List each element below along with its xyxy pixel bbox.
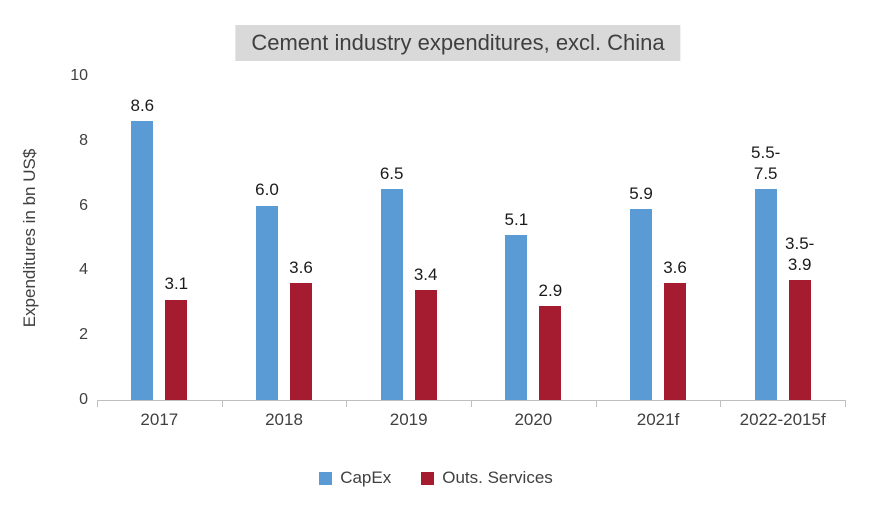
bar-group-2020: 5.1 2.9 xyxy=(471,76,596,400)
bar-value-label: 3.6 xyxy=(289,258,313,278)
bar-wrap: 3.4 xyxy=(413,76,438,400)
bar-group-2021f: 5.9 3.6 xyxy=(596,76,721,400)
bar-outs-services-2022-2015f xyxy=(788,280,811,400)
legend-item-outs-services: Outs. Services xyxy=(421,468,553,488)
bar-wrap: 3.6 xyxy=(289,76,313,400)
bar-wrap: 3.1 xyxy=(164,76,189,400)
bar-wrap: 5.1 xyxy=(504,76,529,400)
x-category-label-2020: 2020 xyxy=(514,410,553,429)
legend-label: Outs. Services xyxy=(442,468,553,487)
bar-wrap: 3.6 xyxy=(663,76,687,400)
bar-value-label: 3.5- 3.9 xyxy=(785,233,815,274)
x-axis-tick xyxy=(97,400,98,407)
bar-value-label: 3.6 xyxy=(663,258,687,278)
bar-value-label: 6.0 xyxy=(255,180,279,200)
bar-outs-services-2021f xyxy=(664,283,687,400)
bar-capex-2020 xyxy=(505,234,528,400)
bar-wrap: 5.9 xyxy=(629,76,653,400)
legend: CapEx Outs. Services xyxy=(0,468,872,488)
legend-swatch-icon xyxy=(319,471,333,485)
bar-group-2019: 6.5 3.4 xyxy=(346,76,471,400)
bar-value-label: 5.9 xyxy=(629,183,653,203)
legend-label: CapEx xyxy=(340,468,392,487)
y-tick-label: 0 xyxy=(79,391,88,408)
bar-capex-2017 xyxy=(131,121,154,400)
bar-group-2022-2015f: 5.5- 7.5 3.5- 3.9 xyxy=(720,76,845,400)
bar-wrap: 6.5 xyxy=(379,76,404,400)
bar-wrap: 8.6 xyxy=(130,76,155,400)
y-tick-label: 8 xyxy=(79,131,88,149)
x-axis-tick xyxy=(221,400,223,407)
y-tick-label: 6 xyxy=(79,196,88,214)
legend-item-capex: CapEx xyxy=(319,468,391,488)
y-tick-label: 2 xyxy=(79,326,88,344)
bar-group-2017: 8.6 3.1 xyxy=(97,76,222,400)
bar-capex-2019 xyxy=(380,189,403,400)
chart-title: Cement industry expenditures, excl. Chin… xyxy=(235,25,681,61)
bar-capex-2018 xyxy=(256,205,278,400)
bar-wrap: 3.5- 3.9 xyxy=(785,76,814,400)
bar-capex-2021f xyxy=(630,208,653,400)
bar-wrap: 5.5- 7.5 xyxy=(751,76,780,400)
legend-swatch-icon xyxy=(421,471,435,485)
x-axis-tick xyxy=(471,400,472,407)
x-category-label-2019: 2019 xyxy=(389,410,428,429)
bar-value-label: 3.4 xyxy=(413,264,438,284)
bar-value-label: 6.5 xyxy=(379,164,404,184)
bar-value-label: 5.5- 7.5 xyxy=(751,142,781,184)
x-axis-labels: 2017 2018 2019 2020 2021f 2022-2015f xyxy=(97,410,845,430)
plot-area: 8.6 3.1 6.0 3.6 6.5 3.4 5.1 2.9 5.9 3.6 5.5- 7.5 3.… xyxy=(97,76,846,407)
y-axis-title: Expenditures in bn US$ xyxy=(20,148,39,328)
x-axis-tick xyxy=(595,400,597,407)
bar-value-label: 5.1 xyxy=(504,209,529,229)
y-axis-ticks: 0 2 4 6 8 10 xyxy=(50,67,88,408)
bar-value-label: 3.1 xyxy=(164,274,189,294)
bar-outs-services-2018 xyxy=(290,283,312,400)
bar-value-label: 2.9 xyxy=(538,280,563,300)
bar-capex-2022-2015f xyxy=(754,189,777,400)
x-axis-tick xyxy=(720,400,722,407)
bar-group-2018: 6.0 3.6 xyxy=(222,76,347,400)
x-axis-tick xyxy=(346,400,348,407)
bar-wrap: 2.9 xyxy=(538,76,563,400)
x-category-label-2022-2015f: 2022-2015f xyxy=(739,410,826,429)
bar-outs-services-2020 xyxy=(539,306,562,400)
y-tick-label: 4 xyxy=(79,261,88,279)
y-tick-label: 10 xyxy=(70,67,88,84)
bar-value-label: 8.6 xyxy=(130,96,155,116)
x-category-label-2018: 2018 xyxy=(265,410,303,429)
x-category-label-2017: 2017 xyxy=(140,410,179,429)
x-axis-tick xyxy=(845,400,846,407)
x-category-label-2021f: 2021f xyxy=(636,410,680,429)
bar-wrap: 6.0 xyxy=(255,76,279,400)
bar-outs-services-2017 xyxy=(165,299,188,400)
bar-outs-services-2019 xyxy=(414,289,437,400)
